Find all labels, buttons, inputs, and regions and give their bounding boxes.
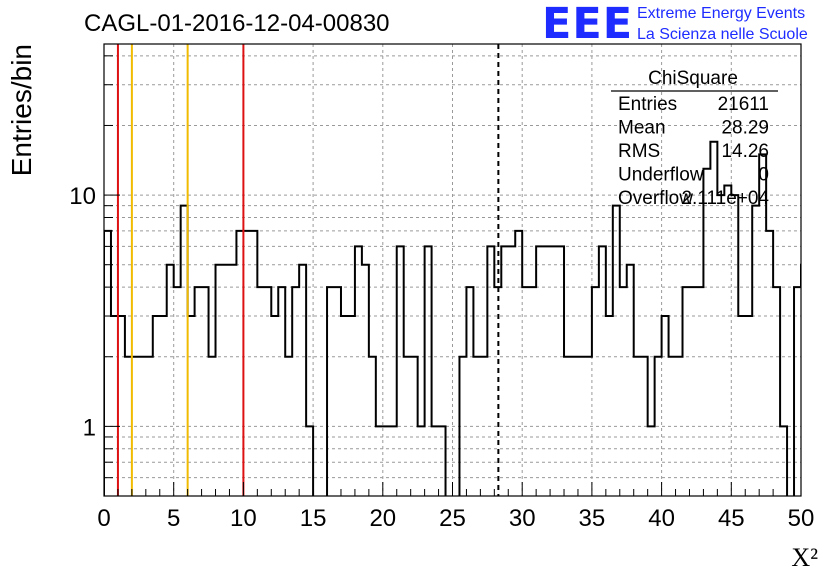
logo-line-1: Extreme Energy Events: [637, 5, 806, 22]
x-tick-label: 10: [230, 505, 257, 532]
x-axis-title: X²: [791, 543, 818, 572]
stats-value: 21611: [718, 94, 769, 115]
y-tick-label: 10: [69, 183, 96, 210]
eee-logo: EEE: [542, 0, 634, 49]
x-tick-label: 35: [579, 505, 606, 532]
stats-label: Entries: [618, 94, 677, 115]
y-axis-title: Entries/bin: [6, 44, 37, 176]
stats-value: 2.111e+04: [681, 188, 769, 209]
stats-value: 14.26: [721, 141, 769, 162]
x-tick-label: 40: [648, 505, 675, 532]
x-tick-label: 0: [97, 505, 110, 532]
stats-value: 28.29: [721, 118, 769, 139]
logo-line-2: La Scienza nelle Scuole: [637, 26, 808, 43]
x-tick-label: 20: [369, 505, 396, 532]
stats-label: RMS: [618, 141, 660, 162]
x-tick-label: 50: [788, 505, 815, 532]
x-tick-label: 30: [509, 505, 536, 532]
stats-value: 0: [758, 165, 769, 186]
x-tick-label: 5: [167, 505, 180, 532]
x-tick-label: 45: [718, 505, 745, 532]
stats-label: Underflow: [618, 165, 704, 186]
stats-label: Overflow: [618, 188, 693, 209]
plot-title: CAGL-01-2016-12-04-00830: [84, 10, 390, 37]
y-tick-label: 1: [83, 414, 96, 441]
x-tick-label: 15: [300, 505, 327, 532]
x-tick-label: 25: [439, 505, 466, 532]
stats-label: Mean: [618, 118, 666, 139]
histogram-steps: [104, 140, 801, 496]
stats-box-title: ChiSquare: [648, 68, 738, 89]
